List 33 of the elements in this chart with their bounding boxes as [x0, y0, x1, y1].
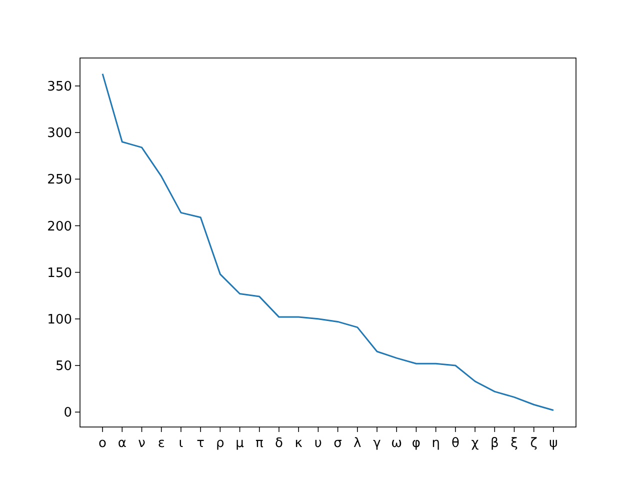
x-tick-label: ι: [178, 436, 184, 451]
y-tick-label: 100: [47, 312, 72, 328]
x-tick-label: λ: [354, 436, 362, 451]
x-tick-label: ψ: [549, 436, 558, 451]
x-tick-label: τ: [196, 436, 205, 451]
x-tick-label: ξ: [510, 436, 518, 451]
x-tick-label: μ: [236, 436, 244, 451]
x-tick-label: ο: [98, 436, 107, 451]
x-tick-label: υ: [314, 436, 322, 451]
x-tick-label: β: [490, 436, 499, 451]
y-tick-label: 250: [47, 172, 72, 188]
x-tick-label: ζ: [530, 436, 538, 451]
x-tick-label: δ: [275, 436, 284, 451]
line-series: [102, 73, 554, 411]
x-tick-label: ρ: [216, 436, 224, 451]
x-tick-label: κ: [294, 436, 303, 451]
y-tick-label: 0: [64, 406, 72, 421]
y-tick-label: 200: [47, 219, 72, 234]
y-tick-label: 300: [47, 126, 72, 142]
x-tick-label: ε: [158, 436, 165, 451]
y-tick-label: 50: [55, 359, 72, 374]
x-tick-label: γ: [373, 436, 382, 451]
x-tick-label: φ: [412, 436, 421, 451]
x-tick-label: α: [118, 436, 126, 451]
x-tick-label: π: [255, 436, 264, 451]
x-tick-label: σ: [334, 436, 342, 451]
x-tick-label: χ: [471, 436, 480, 451]
x-tick-label: ω: [391, 436, 402, 451]
x-tick-label: θ: [451, 436, 460, 451]
y-tick-label: 350: [47, 80, 72, 95]
x-tick-label: ν: [138, 436, 146, 451]
y-tick-label: 150: [47, 266, 72, 281]
x-tick-label: η: [432, 436, 440, 451]
